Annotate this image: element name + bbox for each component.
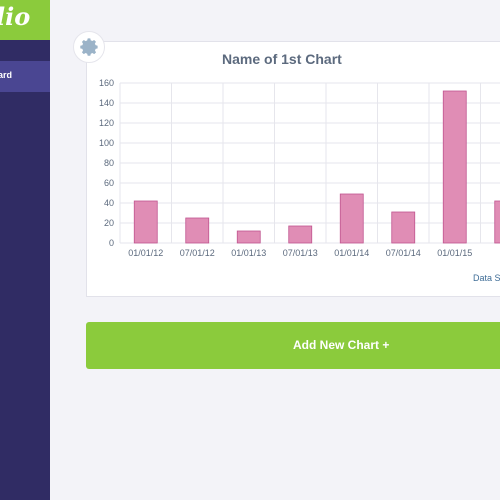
x-tick-label: 07/01/13	[283, 248, 318, 258]
chart-bar	[288, 225, 313, 244]
y-axis: 0 20 40 60 80 100 120 140 160	[99, 78, 114, 248]
y-tick-label: 60	[104, 178, 114, 188]
logo: lio	[0, 2, 31, 31]
chart-title: Name of 1st Chart	[222, 51, 342, 67]
y-tick-label: 20	[104, 218, 114, 228]
y-tick-label: 80	[104, 158, 114, 168]
add-new-chart-button[interactable]	[86, 322, 500, 369]
logo-bar[interactable]: lio	[0, 0, 50, 40]
chart-bar	[442, 90, 467, 244]
x-tick-label: 01/01/14	[334, 248, 369, 258]
add-new-chart-label: Add New Chart +	[293, 338, 390, 352]
y-tick-label: 0	[109, 238, 114, 248]
sidebar-item-label: ard	[0, 70, 13, 80]
chart-bar	[185, 217, 210, 244]
chart-bar	[391, 211, 416, 244]
chart-bar	[494, 200, 500, 244]
y-tick-label: 140	[99, 98, 114, 108]
chart-settings-button[interactable]	[73, 31, 105, 63]
y-tick-label: 160	[99, 78, 114, 88]
chart-bars	[133, 90, 500, 244]
x-tick-label: 01/01/13	[231, 248, 266, 258]
y-tick-label: 100	[99, 138, 114, 148]
x-tick-label: 01/01/15	[437, 248, 472, 258]
gear-icon	[80, 38, 98, 56]
chart-bar	[236, 230, 261, 244]
chart-card	[86, 41, 500, 297]
chart-bar	[339, 193, 364, 244]
chart-grid	[119, 82, 500, 244]
sidebar-item-dashboard[interactable]: ard	[0, 61, 50, 92]
x-tick-label: 07/01/12	[180, 248, 215, 258]
x-axis: 01/01/12 07/01/12 01/01/13 07/01/13 01/01/14…	[128, 248, 472, 258]
chart-bar	[133, 200, 158, 244]
x-tick-label: 07/01/14	[386, 248, 421, 258]
data-source-label: Data So	[473, 273, 500, 283]
x-tick-label: 01/01/12	[128, 248, 163, 258]
y-tick-label: 40	[104, 198, 114, 208]
y-tick-label: 120	[99, 118, 114, 128]
